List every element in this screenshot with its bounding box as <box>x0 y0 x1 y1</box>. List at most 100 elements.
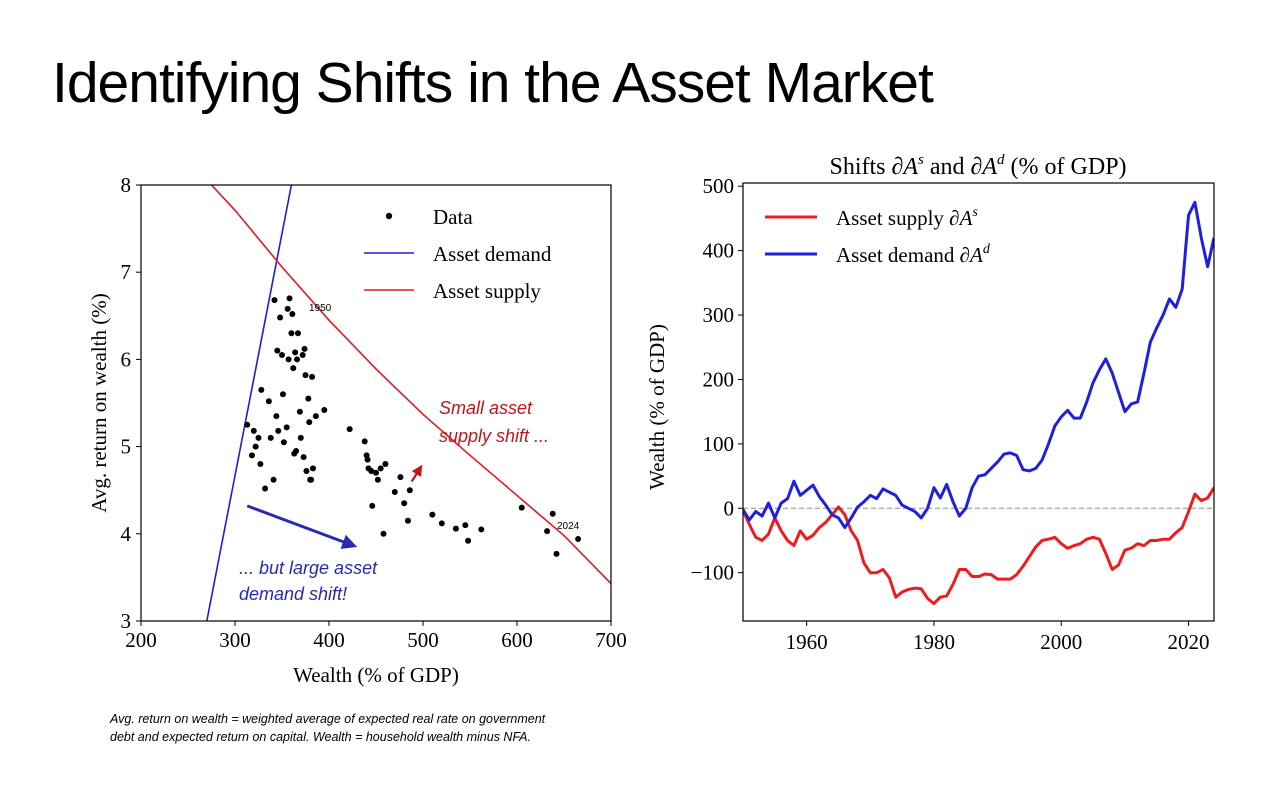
data-point <box>248 452 255 459</box>
supply-shift-arrow <box>410 464 423 483</box>
data-point <box>297 434 304 441</box>
data-point <box>302 372 309 379</box>
y-tick-label: −100 <box>691 561 734 585</box>
y-tick-label: 4 <box>121 522 132 546</box>
data-point <box>305 395 312 402</box>
data-point <box>369 502 376 509</box>
demand-shift-annotation-line2: demand shift! <box>239 584 347 604</box>
data-point <box>397 474 404 481</box>
data-point <box>293 447 300 454</box>
y-tick-label: 300 <box>703 303 735 327</box>
data-point <box>244 421 251 428</box>
data-point <box>303 468 310 475</box>
data-point <box>310 465 317 472</box>
data-point <box>406 487 413 494</box>
data-point <box>549 510 556 517</box>
scatter-legend: Data Asset demand Asset supply <box>364 205 552 303</box>
demand-shift-arrow <box>246 504 358 549</box>
data-point <box>292 349 299 356</box>
footnote: Avg. return on wealth = weighted average… <box>110 710 670 746</box>
data-point <box>267 434 274 441</box>
slide-title: Identifying Shifts in the Asset Market <box>52 51 934 115</box>
shifts-line-chart: Shifts ∂As and ∂Ad (% of GDP) 1960 1980 20… <box>645 152 1215 654</box>
shifts-legend: Asset supply ∂As Asset demand ∂Ad <box>765 205 991 267</box>
y-tick-label: 6 <box>121 347 132 371</box>
data-point <box>257 461 264 468</box>
data-point <box>438 520 445 527</box>
data-point <box>306 419 313 426</box>
asset-demand-series-line <box>743 200 1214 530</box>
data-point <box>299 352 306 359</box>
data-point <box>312 413 319 420</box>
x-tick-label: 2000 <box>1040 630 1082 654</box>
x-tick-label: 1980 <box>913 630 955 654</box>
data-point <box>391 488 398 495</box>
data-point <box>279 352 285 359</box>
data-point <box>290 365 297 372</box>
data-point <box>289 311 296 318</box>
data-point <box>373 469 379 476</box>
data-point <box>262 485 269 492</box>
data-point <box>575 536 582 543</box>
legend-asset-demand-label: Asset demand ∂Ad <box>836 242 991 267</box>
legend-demand-label: Asset demand <box>433 242 552 266</box>
data-point <box>277 314 284 321</box>
y-tick-label: 0 <box>724 496 735 520</box>
supply-shift-annotation-line2: supply shift ... <box>439 426 549 446</box>
data-point <box>361 438 368 445</box>
x-tick-label: 500 <box>407 628 439 652</box>
data-point <box>288 330 295 337</box>
data-point <box>258 386 265 393</box>
data-point <box>401 500 408 507</box>
scatter-x-axis-label: Wealth (% of GDP) <box>293 663 459 687</box>
x-tick-label: 200 <box>125 628 157 652</box>
data-point <box>364 456 371 463</box>
data-point <box>285 356 292 363</box>
data-point <box>374 476 381 483</box>
data-point <box>283 424 290 431</box>
data-point <box>308 476 315 483</box>
y-tick-label: 8 <box>121 173 132 197</box>
y-tick-label: 500 <box>703 174 735 198</box>
data-point <box>279 391 286 398</box>
data-point <box>380 530 387 537</box>
data-point <box>273 413 280 420</box>
data-point <box>301 345 308 352</box>
data-point <box>294 356 301 363</box>
data-point <box>280 439 287 446</box>
asset-supply-curve <box>210 185 611 585</box>
x-tick-label: 400 <box>313 628 345 652</box>
legend-asset-supply-label: Asset supply ∂As <box>836 205 978 230</box>
data-point <box>368 468 375 475</box>
legend-data-label: Data <box>433 205 473 229</box>
data-point <box>518 504 525 511</box>
demand-shift-annotation-line1: ... but large asset <box>239 558 378 578</box>
x-tick-label: 1960 <box>786 630 828 654</box>
x-tick-label: 600 <box>501 628 533 652</box>
data-point <box>265 398 272 405</box>
data-point <box>382 461 389 468</box>
charts-canvas: 200 300 400 500 600 700 3 4 5 6 7 8 Wealth (% of G… <box>87 152 1215 687</box>
data-point <box>271 297 278 304</box>
shifts-plot-frame <box>742 182 1215 622</box>
data-point <box>286 295 293 302</box>
data-point <box>300 454 307 461</box>
data-point <box>294 330 301 337</box>
label-2024: 2024 <box>557 521 580 532</box>
legend-data-marker <box>385 212 393 220</box>
data-point <box>462 522 469 529</box>
y-tick-label: 100 <box>703 432 735 456</box>
data-point <box>404 517 411 524</box>
data-point <box>478 526 485 533</box>
x-tick-label: 700 <box>595 628 627 652</box>
asset-supply-series-line <box>743 486 1214 606</box>
data-point <box>465 537 472 544</box>
data-point <box>553 550 560 557</box>
data-point <box>544 528 551 535</box>
data-point <box>296 408 303 415</box>
data-point <box>255 434 262 441</box>
data-point <box>321 406 328 413</box>
data-point <box>309 373 316 380</box>
footnote-line-1: Avg. return on wealth = weighted average… <box>110 712 546 726</box>
data-point <box>429 511 436 518</box>
